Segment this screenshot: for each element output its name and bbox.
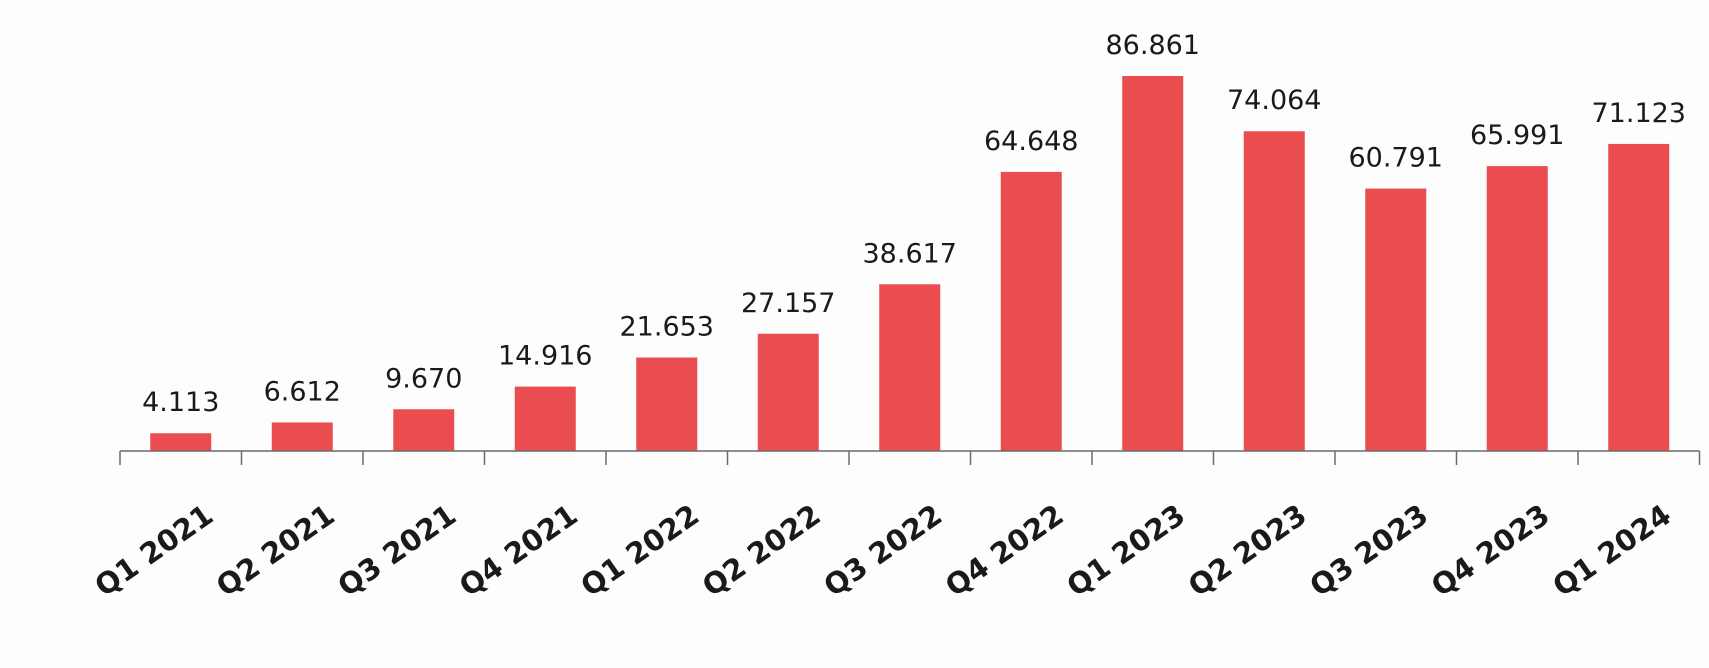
bar-q4-2023 bbox=[1486, 166, 1548, 452]
bar-q4-2021 bbox=[514, 386, 576, 451]
bar-q2-2021 bbox=[271, 422, 333, 451]
data-label: 64.648 bbox=[984, 126, 1078, 157]
x-tick-label: Q2 2022 bbox=[696, 498, 827, 604]
x-tick-label: Q1 2024 bbox=[1547, 498, 1678, 604]
data-label: 71.123 bbox=[1592, 98, 1686, 129]
x-tick-label: Q4 2022 bbox=[939, 498, 1070, 604]
x-tick-label: Q1 2022 bbox=[575, 498, 706, 604]
bar-q4-2022 bbox=[1000, 171, 1062, 451]
bar-q1-2022 bbox=[636, 357, 698, 451]
bar-q1-2023 bbox=[1122, 76, 1184, 451]
x-tick-label: Q1 2023 bbox=[1061, 498, 1192, 604]
data-label: 74.064 bbox=[1227, 85, 1321, 116]
bar-q1-2021 bbox=[150, 433, 212, 451]
x-tick-label: Q2 2023 bbox=[1182, 498, 1313, 604]
x-tick-label: Q3 2022 bbox=[818, 498, 949, 604]
x-tick-label: Q4 2021 bbox=[453, 498, 584, 604]
data-labels: 4.113 6.612 9.670 14.916 21.653 27.157 38.617 6… bbox=[142, 30, 1686, 418]
data-label: 21.653 bbox=[620, 312, 714, 343]
data-label: 60.791 bbox=[1349, 143, 1443, 174]
data-label: 9.670 bbox=[385, 363, 462, 394]
bar-q3-2021 bbox=[393, 409, 455, 451]
data-label: 14.916 bbox=[498, 341, 592, 372]
data-label: 4.113 bbox=[142, 387, 219, 418]
data-label: 6.612 bbox=[264, 376, 341, 407]
bar-q3-2023 bbox=[1365, 188, 1427, 451]
x-tick-label: Q3 2023 bbox=[1304, 498, 1435, 604]
x-tick-label: Q4 2023 bbox=[1425, 498, 1556, 604]
x-tick-label: Q1 2021 bbox=[89, 498, 220, 604]
bar-q2-2023 bbox=[1243, 131, 1305, 452]
data-label: 38.617 bbox=[863, 238, 957, 269]
x-tick-label: Q3 2021 bbox=[332, 498, 463, 604]
bars bbox=[150, 76, 1670, 452]
bar-q1-2024 bbox=[1608, 143, 1670, 451]
x-axis bbox=[119, 450, 1701, 465]
x-tick-label: Q2 2021 bbox=[210, 498, 341, 604]
data-label: 27.157 bbox=[741, 288, 835, 319]
bar-q2-2022 bbox=[757, 333, 819, 451]
data-label: 86.861 bbox=[1106, 30, 1200, 61]
bar-q3-2022 bbox=[879, 284, 941, 451]
data-label: 65.991 bbox=[1470, 120, 1564, 151]
